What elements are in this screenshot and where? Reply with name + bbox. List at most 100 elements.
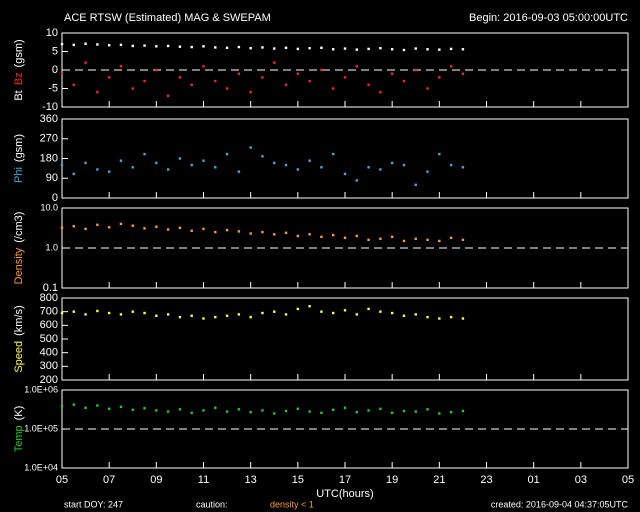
data-point (414, 313, 417, 316)
data-point (60, 42, 64, 46)
data-point (355, 65, 358, 68)
data-point (426, 48, 429, 51)
data-point (249, 46, 252, 50)
data-point (249, 146, 252, 149)
y-axis-unit: (/cm3) (13, 212, 25, 243)
data-point (461, 409, 465, 413)
begin-time: Begin: 2016-09-03 05:00:00UTC (469, 12, 628, 24)
data-point (261, 409, 264, 412)
data-point (402, 79, 406, 83)
data-point (202, 159, 205, 162)
y-axis-unit: (gsm) (13, 39, 25, 67)
data-point (214, 406, 217, 409)
data-point (402, 48, 406, 52)
data-point (178, 76, 182, 79)
y-tick-label: 0.1 (43, 282, 58, 294)
data-point (426, 315, 429, 319)
data-point (449, 163, 453, 167)
data-point (84, 227, 87, 231)
data-point (320, 68, 323, 72)
legend-entry: Bt (13, 90, 25, 100)
data-point (343, 47, 347, 50)
data-point (214, 230, 217, 234)
data-point (379, 46, 382, 50)
data-point (72, 83, 75, 86)
data-point (72, 310, 75, 313)
data-point (273, 61, 276, 64)
data-point (225, 228, 229, 232)
y-tick-label: 1.0 (45, 242, 58, 252)
data-point (107, 407, 111, 410)
data-point (379, 310, 382, 313)
data-point (379, 237, 382, 240)
y-axis-unit: (km/s) (13, 305, 25, 336)
data-point (426, 408, 429, 411)
y-tick-label: 1.0E+05 (24, 423, 58, 433)
data-point (355, 48, 358, 51)
data-point (461, 238, 465, 242)
data-point (237, 230, 241, 233)
data-point (367, 47, 370, 51)
data-point (284, 83, 288, 86)
data-point (261, 46, 264, 49)
created-time: created: 2016-09-04 04:37:05UTC (491, 499, 629, 509)
data-point (284, 409, 288, 413)
data-point (155, 161, 158, 165)
data-point (296, 407, 300, 410)
data-point (449, 236, 453, 239)
data-point (84, 313, 87, 316)
x-tick-label: 13 (245, 474, 257, 486)
data-point (96, 404, 99, 407)
data-point (107, 44, 111, 47)
x-axis-label: UTC(hours) (316, 488, 373, 500)
data-point (96, 223, 99, 227)
data-point (308, 46, 311, 50)
data-point (308, 410, 311, 413)
data-point (426, 87, 429, 90)
data-point (96, 168, 99, 171)
data-point (332, 233, 335, 237)
data-point (461, 317, 465, 320)
data-point (249, 410, 252, 414)
x-tick-label: 15 (292, 474, 304, 486)
y-tick-label: 300 (40, 360, 58, 372)
data-point (107, 170, 111, 173)
data-point (225, 410, 229, 413)
chart-title: ACE RTSW (Estimated) MAG & SWEPAM (64, 12, 271, 24)
data-point (190, 229, 193, 232)
data-point (119, 313, 123, 316)
data-point (107, 226, 111, 229)
data-point (332, 48, 335, 51)
data-point (143, 79, 146, 83)
data-point (155, 68, 158, 72)
data-point (296, 72, 300, 75)
data-point (343, 406, 347, 409)
x-tick-label: 17 (339, 474, 351, 486)
data-point (190, 411, 193, 415)
data-point (190, 314, 193, 317)
data-point (355, 410, 358, 414)
data-point (438, 412, 441, 415)
data-point (178, 45, 182, 48)
data-point (84, 161, 87, 165)
data-point (379, 168, 382, 171)
data-point (96, 43, 99, 46)
y-tick-label: 800 (40, 292, 58, 304)
data-point (261, 311, 264, 315)
data-point (296, 168, 300, 171)
data-point (119, 222, 123, 226)
y-axis-label: Bt Bz (gsm) (13, 39, 25, 100)
data-point (202, 65, 205, 68)
data-point (261, 76, 264, 79)
y-axis-label: Density (/cm3) (13, 212, 25, 285)
data-point (155, 45, 158, 48)
data-point (72, 403, 75, 406)
y-tick-label: 1.0E+04 (24, 462, 58, 472)
data-point (155, 225, 158, 228)
data-point (461, 48, 465, 51)
data-point (119, 43, 123, 47)
data-point (320, 166, 323, 169)
y-tick-label: 500 (40, 333, 58, 345)
